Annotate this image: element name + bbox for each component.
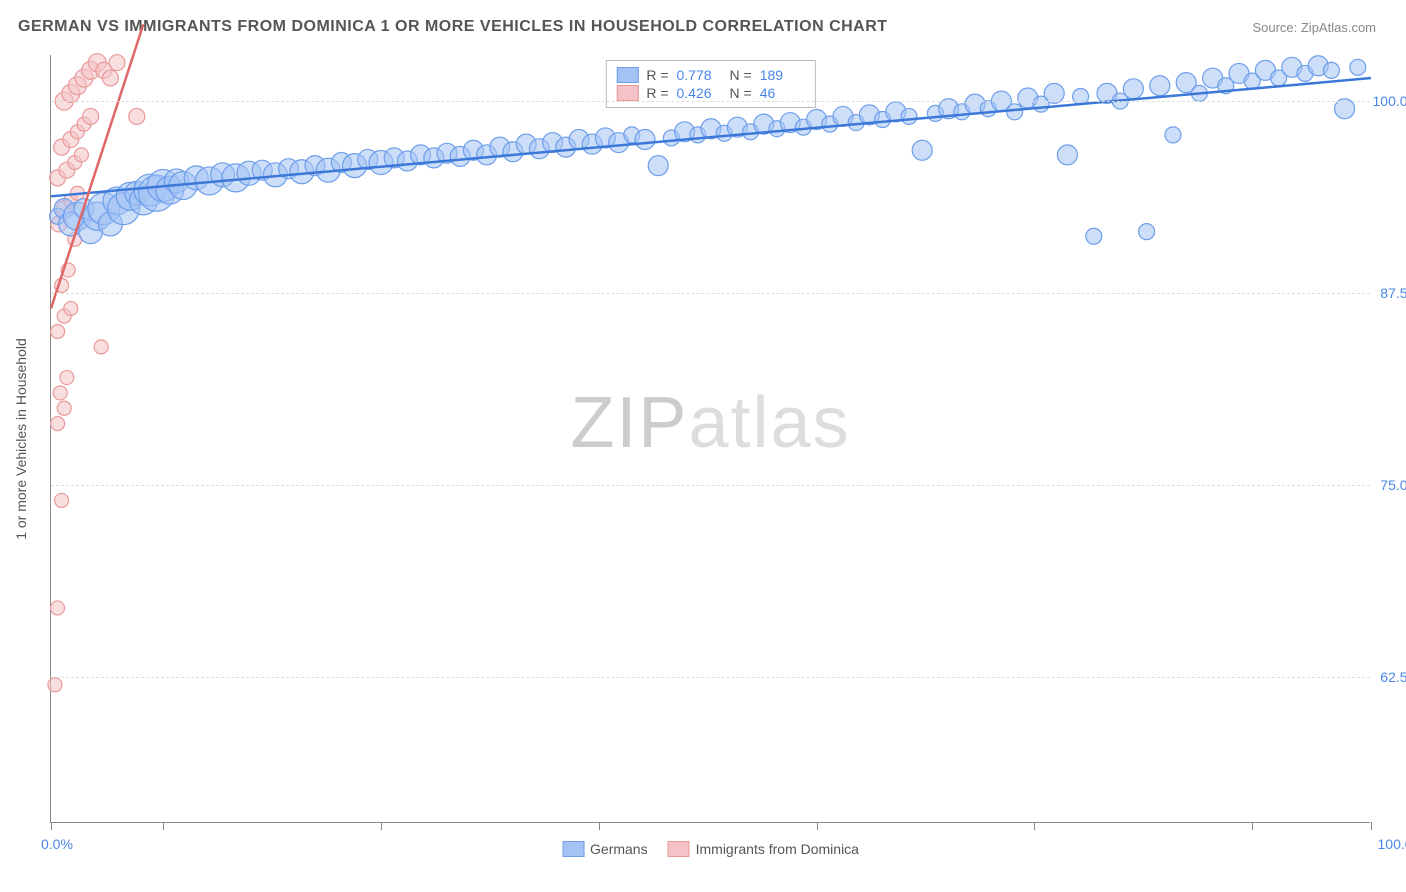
legend-item-dominica: Immigrants from Dominica xyxy=(668,841,859,857)
stat-n-dominica: 46 xyxy=(760,85,805,101)
data-point xyxy=(648,156,668,176)
data-point xyxy=(1007,104,1023,120)
x-tick xyxy=(1034,822,1035,830)
y-tick-label: 75.0% xyxy=(1380,477,1406,493)
gridline xyxy=(51,485,1370,486)
swatch-germans xyxy=(562,841,584,857)
data-point xyxy=(102,70,118,86)
gridline xyxy=(51,101,1370,102)
data-point xyxy=(60,371,74,385)
data-point xyxy=(94,340,108,354)
x-axis-min-label: 0.0% xyxy=(41,836,73,852)
data-point xyxy=(83,108,99,124)
stat-r-dominica: 0.426 xyxy=(677,85,722,101)
data-point xyxy=(51,601,65,615)
data-point xyxy=(635,129,655,149)
data-point xyxy=(51,417,65,431)
swatch-germans xyxy=(616,67,638,83)
data-point xyxy=(53,386,67,400)
gridline xyxy=(51,677,1370,678)
x-tick xyxy=(599,822,600,830)
plot-area: 1 or more Vehicles in Household ZIPatlas… xyxy=(50,55,1370,823)
chart-svg xyxy=(51,55,1370,822)
stat-r-label: R = xyxy=(646,67,668,83)
legend-item-germans: Germans xyxy=(562,841,648,857)
data-point xyxy=(912,140,932,160)
swatch-dominica xyxy=(616,85,638,101)
legend-stats-row: R = 0.426 N = 46 xyxy=(616,85,804,101)
data-point xyxy=(1139,224,1155,240)
data-point xyxy=(1323,62,1339,78)
data-point xyxy=(1123,79,1143,99)
legend-label: Immigrants from Dominica xyxy=(696,841,859,857)
x-tick xyxy=(51,822,52,830)
chart-container: GERMAN VS IMMIGRANTS FROM DOMINICA 1 OR … xyxy=(0,0,1406,892)
data-point xyxy=(1350,59,1366,75)
x-tick xyxy=(1371,822,1372,830)
data-point xyxy=(1165,127,1181,143)
gridline xyxy=(51,293,1370,294)
data-point xyxy=(74,148,88,162)
y-axis-title: 1 or more Vehicles in Household xyxy=(13,338,29,540)
data-point xyxy=(1086,228,1102,244)
x-tick xyxy=(1252,822,1253,830)
data-point xyxy=(1150,76,1170,96)
stat-r-label: R = xyxy=(646,85,668,101)
chart-title: GERMAN VS IMMIGRANTS FROM DOMINICA 1 OR … xyxy=(18,18,888,36)
legend-label: Germans xyxy=(590,841,648,857)
legend-stats-row: R = 0.778 N = 189 xyxy=(616,67,804,83)
x-tick xyxy=(163,822,164,830)
data-point xyxy=(129,108,145,124)
y-tick-label: 62.5% xyxy=(1380,669,1406,685)
stat-n-label: N = xyxy=(730,85,752,101)
data-point xyxy=(51,324,65,338)
swatch-dominica xyxy=(668,841,690,857)
data-point xyxy=(55,493,69,507)
data-point xyxy=(901,108,917,124)
y-tick-label: 100.0% xyxy=(1373,93,1406,109)
y-tick-label: 87.5% xyxy=(1380,285,1406,301)
legend-bottom: Germans Immigrants from Dominica xyxy=(562,841,859,857)
source-label: Source: ZipAtlas.com xyxy=(1252,20,1376,35)
stat-n-label: N = xyxy=(730,67,752,83)
data-point xyxy=(1057,145,1077,165)
data-point xyxy=(64,301,78,315)
x-tick xyxy=(817,822,818,830)
data-point xyxy=(57,401,71,415)
data-point xyxy=(109,55,125,71)
stat-r-germans: 0.778 xyxy=(677,67,722,83)
stat-n-germans: 189 xyxy=(760,67,805,83)
x-tick xyxy=(381,822,382,830)
data-point xyxy=(48,678,62,692)
x-axis-max-label: 100.0% xyxy=(1378,836,1406,852)
